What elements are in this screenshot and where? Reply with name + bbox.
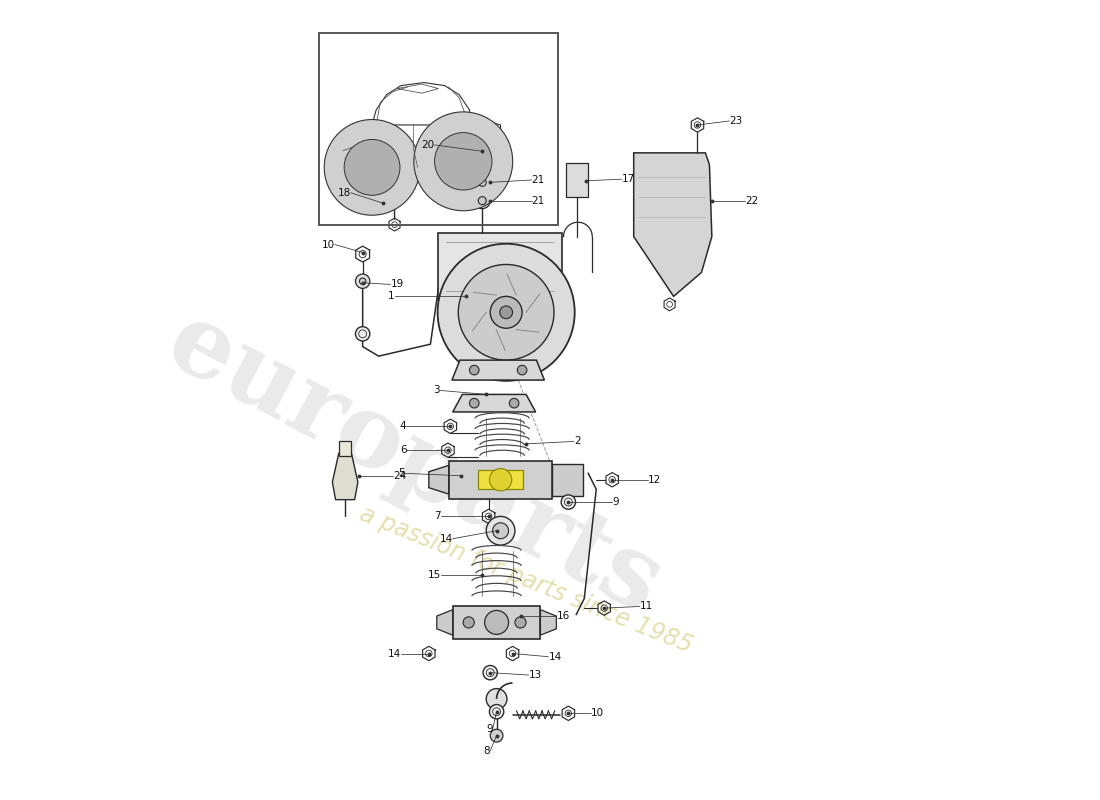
Text: 14: 14 xyxy=(549,652,562,662)
Circle shape xyxy=(485,610,508,634)
Circle shape xyxy=(438,244,574,381)
Circle shape xyxy=(490,705,504,719)
Circle shape xyxy=(355,274,370,288)
Circle shape xyxy=(478,197,486,205)
Circle shape xyxy=(474,174,491,190)
Circle shape xyxy=(483,666,497,680)
Text: 21: 21 xyxy=(531,175,544,185)
Circle shape xyxy=(515,617,526,628)
Polygon shape xyxy=(453,394,536,412)
Circle shape xyxy=(470,398,478,408)
Polygon shape xyxy=(552,464,583,496)
Bar xyxy=(453,606,540,639)
Polygon shape xyxy=(429,466,449,494)
Circle shape xyxy=(324,119,420,215)
Text: 19: 19 xyxy=(390,279,404,290)
Text: 10: 10 xyxy=(321,239,334,250)
Circle shape xyxy=(355,326,370,341)
Text: 16: 16 xyxy=(557,611,570,621)
Text: 24: 24 xyxy=(393,470,406,481)
Circle shape xyxy=(517,366,527,375)
Text: 22: 22 xyxy=(746,196,759,206)
Circle shape xyxy=(561,495,575,510)
Bar xyxy=(449,461,552,499)
Text: 6: 6 xyxy=(400,446,407,455)
Text: 14: 14 xyxy=(440,534,453,544)
Circle shape xyxy=(470,366,478,375)
Text: 8: 8 xyxy=(484,746,491,756)
Circle shape xyxy=(491,296,522,328)
Circle shape xyxy=(486,516,515,545)
Bar xyxy=(339,442,352,456)
Text: 21: 21 xyxy=(531,196,544,206)
Polygon shape xyxy=(634,153,712,296)
Text: 9: 9 xyxy=(613,497,619,507)
Polygon shape xyxy=(437,610,453,635)
Circle shape xyxy=(344,139,400,195)
Polygon shape xyxy=(452,360,544,380)
Text: a passion for parts since 1985: a passion for parts since 1985 xyxy=(356,502,696,658)
Circle shape xyxy=(474,193,491,209)
Circle shape xyxy=(493,522,508,538)
Bar xyxy=(439,233,562,300)
Circle shape xyxy=(491,730,503,742)
Circle shape xyxy=(414,112,513,210)
Bar xyxy=(474,144,491,162)
Text: 17: 17 xyxy=(621,174,635,184)
Text: 14: 14 xyxy=(387,649,400,658)
Circle shape xyxy=(463,617,474,628)
Text: 2: 2 xyxy=(574,437,581,446)
Text: 13: 13 xyxy=(528,670,541,680)
Text: 7: 7 xyxy=(434,511,441,522)
Polygon shape xyxy=(332,454,358,500)
Text: 10: 10 xyxy=(591,708,604,718)
Text: 5: 5 xyxy=(398,468,405,478)
Text: 4: 4 xyxy=(400,422,407,431)
Bar xyxy=(478,470,522,490)
Circle shape xyxy=(478,178,486,186)
Bar xyxy=(319,34,558,225)
Circle shape xyxy=(490,469,512,491)
Text: 1: 1 xyxy=(388,291,395,302)
Text: 23: 23 xyxy=(729,116,743,126)
Circle shape xyxy=(360,278,366,285)
Text: europarts: europarts xyxy=(151,293,678,634)
Circle shape xyxy=(499,306,513,318)
Polygon shape xyxy=(540,610,557,635)
Text: 18: 18 xyxy=(338,188,351,198)
Text: 9: 9 xyxy=(486,724,493,734)
Circle shape xyxy=(486,689,507,710)
Circle shape xyxy=(434,133,492,190)
Text: 15: 15 xyxy=(428,570,441,579)
Circle shape xyxy=(459,265,554,360)
Text: 11: 11 xyxy=(640,602,653,611)
Text: 12: 12 xyxy=(648,474,661,485)
Text: 3: 3 xyxy=(433,386,440,395)
Circle shape xyxy=(509,398,519,408)
Text: 20: 20 xyxy=(421,140,434,150)
Bar xyxy=(565,163,588,197)
